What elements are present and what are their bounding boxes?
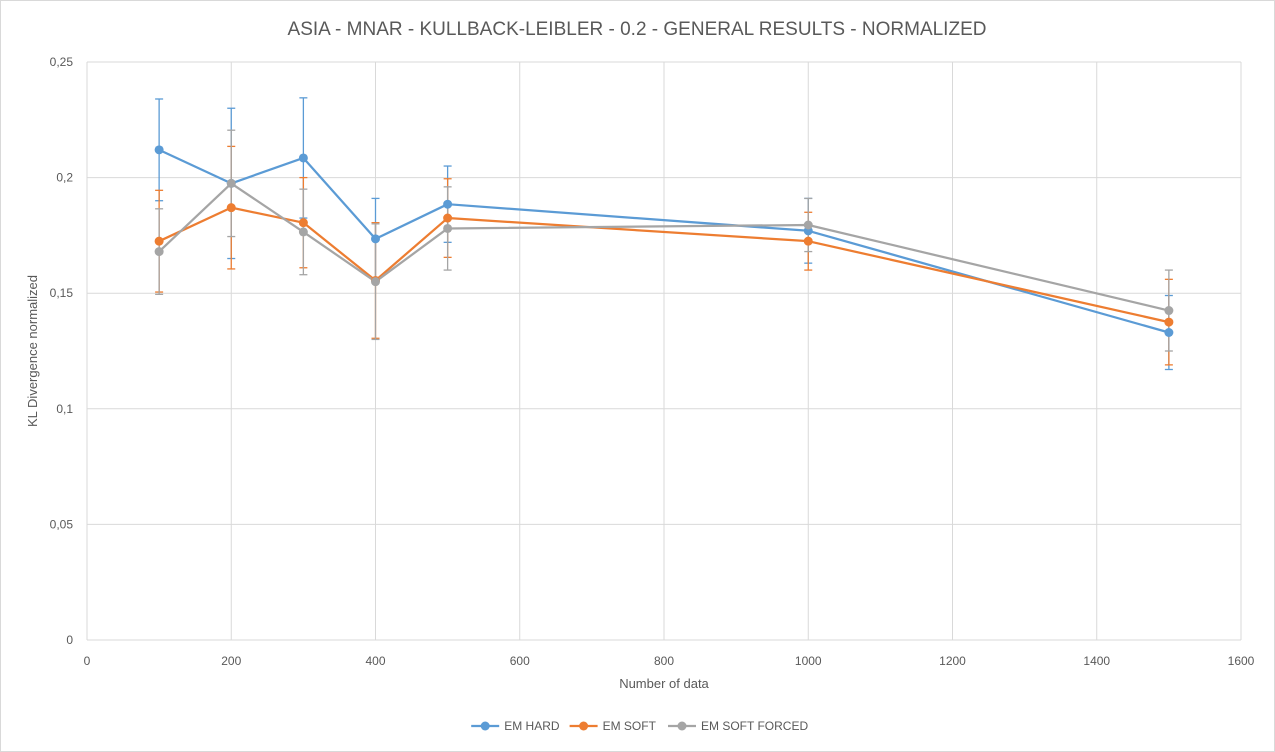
legend-item: EM SOFT FORCED xyxy=(668,719,808,733)
y-axis-ticks: 0 0,05 0,1 0,15 0,2 0,25 xyxy=(50,55,74,647)
x-tick-label: 400 xyxy=(365,654,385,668)
data-point xyxy=(154,247,164,257)
y-tick-label: 0 xyxy=(66,633,73,647)
x-tick-label: 200 xyxy=(221,654,241,668)
legend-label: EM SOFT FORCED xyxy=(701,719,808,733)
legend: EM HARD EM SOFT EM SOFT FORCED xyxy=(471,719,808,733)
x-axis-title: Number of data xyxy=(619,676,709,691)
legend-marker xyxy=(677,721,687,731)
legend-item: EM HARD xyxy=(471,719,560,733)
data-point xyxy=(443,223,453,233)
x-tick-label: 1200 xyxy=(939,654,966,668)
y-axis-title: KL Divergence normalized xyxy=(25,275,40,427)
x-tick-label: 600 xyxy=(510,654,530,668)
data-point xyxy=(298,227,308,237)
data-point xyxy=(803,220,813,230)
data-point xyxy=(371,277,380,287)
data-point xyxy=(154,145,164,155)
x-tick-label: 1400 xyxy=(1083,654,1110,668)
data-points xyxy=(154,145,1174,338)
legend-label: EM HARD xyxy=(504,719,560,733)
data-point xyxy=(154,236,164,246)
x-tick-label: 1000 xyxy=(795,654,822,668)
legend-item: EM SOFT xyxy=(569,719,657,733)
data-point xyxy=(226,203,236,213)
y-tick-label: 0,2 xyxy=(56,171,73,185)
data-point xyxy=(443,213,453,223)
y-tick-label: 0,05 xyxy=(50,517,74,531)
data-point xyxy=(298,153,308,163)
x-tick-label: 1600 xyxy=(1228,654,1255,668)
y-tick-label: 0,25 xyxy=(50,55,74,69)
data-point xyxy=(443,199,453,209)
x-axis-ticks: 0 200 400 600 800 1000 1200 1400 1600 xyxy=(84,654,1255,668)
data-point xyxy=(226,178,236,188)
data-point xyxy=(1164,328,1174,338)
x-tick-label: 0 xyxy=(84,654,91,668)
grid xyxy=(86,61,1242,641)
y-tick-label: 0,15 xyxy=(50,286,74,300)
legend-marker xyxy=(480,721,490,731)
chart-title: ASIA - MNAR - KULLBACK-LEIBLER - 0.2 - G… xyxy=(288,19,987,40)
legend-marker xyxy=(579,721,589,731)
data-point xyxy=(1164,317,1174,327)
data-point xyxy=(803,236,813,246)
legend-label: EM SOFT xyxy=(603,719,657,733)
data-point xyxy=(1164,306,1174,316)
y-tick-label: 0,1 xyxy=(56,402,73,416)
x-tick-label: 800 xyxy=(654,654,674,668)
data-point xyxy=(298,218,308,228)
data-point xyxy=(371,234,380,244)
